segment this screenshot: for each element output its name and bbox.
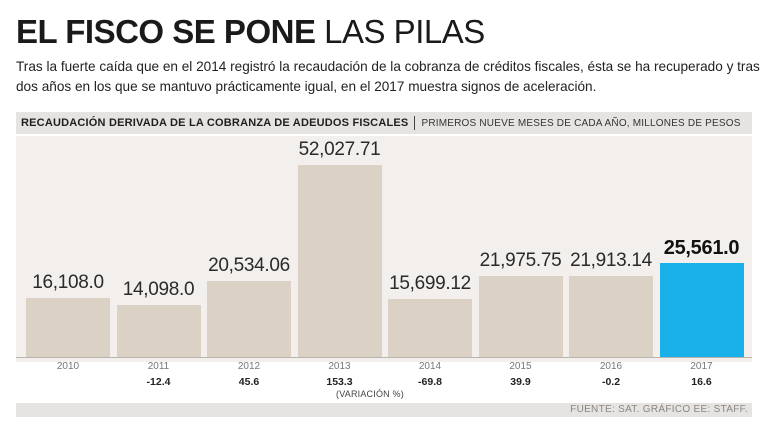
- value-label-2013: 52,027.71: [298, 139, 381, 160]
- source-credit: FUENTE: SAT. GRÁFICO EE: STAFF.: [570, 404, 748, 415]
- series-label: RECAUDACIÓN DERIVADA DE LA COBRANZA DE A…: [21, 117, 409, 129]
- variation-label-2015: 39.9: [510, 376, 531, 388]
- header-separator: [414, 116, 416, 130]
- footer-bar: [16, 403, 752, 417]
- variation-label-2013: 153.3: [326, 376, 353, 388]
- value-label-2017: 25,561.0: [663, 237, 740, 259]
- bar-2010: [26, 298, 110, 357]
- bar-2016: [569, 276, 653, 357]
- variation-label-2012: 45.6: [238, 376, 260, 388]
- value-label-2016: 21,913.14: [570, 250, 652, 271]
- variation-label-2017: 16.6: [691, 376, 712, 388]
- value-label-2012: 20,534.06: [208, 255, 290, 276]
- x-tick-label-2014: 2014: [418, 361, 442, 372]
- variation-caption: (VARIACIÓN %): [336, 389, 404, 399]
- x-tick-label-2015: 2015: [509, 361, 532, 372]
- x-tick-label-2012: 2012: [237, 361, 261, 372]
- variation-label-2014: -69.8: [418, 376, 442, 388]
- x-tick-label-2016: 2016: [599, 361, 623, 372]
- value-label-2010: 16,108.0: [32, 272, 104, 293]
- x-axis-line: [16, 357, 752, 358]
- subtitle: Tras la fuerte caída que en el 2014 regi…: [16, 59, 760, 94]
- bar-2015: [478, 276, 563, 357]
- bar-2011: [116, 305, 201, 357]
- chart-header-bar: RECAUDACIÓN DERIVADA DE LA COBRANZA DE A…: [16, 112, 752, 134]
- x-tick-label-2011: 2011: [147, 361, 170, 372]
- bar-2014: [388, 299, 472, 357]
- bar-2013: [297, 165, 382, 357]
- variation-label-2016: -0.2: [601, 376, 621, 388]
- variation-label-2011: -12.4: [146, 376, 171, 388]
- headline: EL FISCO SE PONE LAS PILAS: [16, 12, 485, 52]
- x-tick-label-2010: 2010: [56, 361, 80, 372]
- headline-light: LAS PILAS: [324, 13, 485, 50]
- bar-2017: [659, 263, 744, 357]
- unit-label: PRIMEROS NUEVE MESES DE CADA AÑO, MILLON…: [421, 117, 741, 129]
- value-label-2014: 15,699.12: [389, 273, 471, 294]
- headline-bold: EL FISCO SE PONE: [16, 13, 316, 50]
- value-label-2011: 14,098.0: [122, 279, 195, 300]
- value-label-2015: 21,975.75: [479, 250, 562, 271]
- bar-2012: [207, 281, 291, 357]
- x-tick-label-2017: 2017: [690, 361, 713, 372]
- x-tick-label-2013: 2013: [328, 361, 351, 372]
